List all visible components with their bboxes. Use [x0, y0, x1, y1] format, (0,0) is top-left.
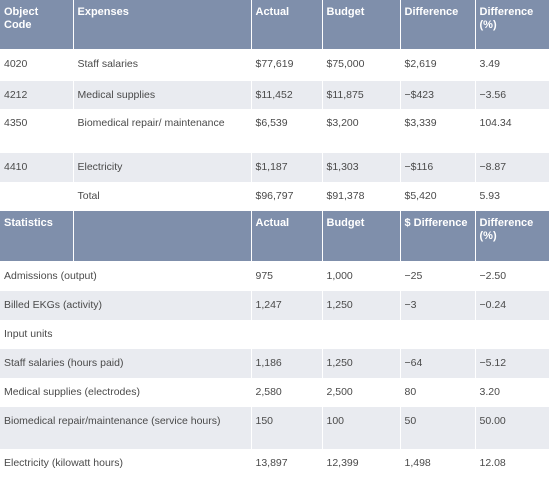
budget-cell: $75,000 [322, 49, 401, 81]
header-budget: Budget [322, 211, 401, 262]
header-dollar-difference: $ Difference [400, 211, 476, 262]
header-object-code: Object Code [0, 0, 74, 50]
statistics-header-row: Statistics Actual Budget $ Difference Di… [0, 211, 549, 262]
statistic-name-cell: Electricity (kilowatt hours) [0, 449, 252, 478]
difference-cell: −$423 [400, 81, 476, 109]
total-row: Total $96,797 $91,378 $5,420 5.93 [0, 182, 549, 211]
statistic-name-cell: Billed EKGs (activity) [0, 291, 252, 320]
table-row: Billed EKGs (activity) 1,247 1,250 −3 −0… [0, 291, 549, 320]
table-row: Staff salaries (hours paid) 1,186 1,250 … [0, 349, 549, 378]
difference-percent-cell: −0.24 [475, 291, 549, 320]
actual-total-cell: $96,797 [251, 182, 323, 211]
actual-cell: 975 [251, 261, 323, 291]
difference-percent-cell: 12.08 [475, 449, 549, 478]
statistic-name-cell: Medical supplies (electrodes) [0, 378, 252, 407]
actual-cell: 2,580 [251, 378, 323, 407]
expense-name-cell: Electricity [73, 153, 252, 182]
difference-percent-cell: −3.56 [475, 81, 549, 109]
statistic-name-cell: Staff salaries (hours paid) [0, 349, 252, 378]
budget-cell: 2,500 [322, 378, 401, 407]
object-code-cell: 4410 [0, 153, 74, 182]
budget-cell: $11,875 [322, 81, 401, 109]
table-row: Admissions (output) 975 1,000 −25 −2.50 [0, 261, 549, 291]
difference-cell: −25 [400, 261, 476, 291]
difference-percent-cell: −2.50 [475, 261, 549, 291]
difference-cell: −$116 [400, 153, 476, 182]
object-code-cell [0, 182, 74, 211]
table-row: 4350 Biomedical repair/ maintenance $6,5… [0, 109, 549, 153]
header-actual: Actual [251, 211, 323, 262]
difference-cell: 50 [400, 407, 476, 449]
difference-cell: −64 [400, 349, 476, 378]
header-expenses: Expenses [73, 0, 252, 50]
budget-cell: 1,000 [322, 261, 401, 291]
table-row: 4212 Medical supplies $11,452 $11,875 −$… [0, 81, 549, 109]
header-statistics: Statistics [0, 211, 74, 262]
actual-cell: $6,539 [251, 109, 323, 153]
difference-percent-cell: 3.20 [475, 378, 549, 407]
difference-percent-total-cell: 5.93 [475, 182, 549, 211]
table-row: 4020 Staff salaries $77,619 $75,000 $2,6… [0, 49, 549, 81]
actual-cell: 13,897 [251, 449, 323, 478]
budget-cell: 1,250 [322, 349, 401, 378]
header-actual: Actual [251, 0, 323, 50]
object-code-cell: 4020 [0, 49, 74, 81]
statistic-name-cell: Biomedical repair/maintenance (service h… [0, 407, 252, 449]
difference-percent-cell: 104.34 [475, 109, 549, 153]
budget-cell: $3,200 [322, 109, 401, 153]
budget-cell: 100 [322, 407, 401, 449]
difference-percent-cell: −5.12 [475, 349, 549, 378]
actual-cell: 150 [251, 407, 323, 449]
actual-cell: 1,247 [251, 291, 323, 320]
difference-cell: $3,339 [400, 109, 476, 153]
difference-percent-cell: −8.87 [475, 153, 549, 182]
budget-variance-table: Object Code Expenses Actual Budget Diffe… [0, 0, 549, 478]
expense-name-cell: Staff salaries [73, 49, 252, 81]
object-code-cell: 4350 [0, 109, 74, 153]
actual-cell: $77,619 [251, 49, 323, 81]
budget-cell: 12,399 [322, 449, 401, 478]
header-difference: Difference [400, 0, 476, 50]
total-label: Total [73, 182, 252, 211]
actual-cell: 1,186 [251, 349, 323, 378]
table-row: Medical supplies (electrodes) 2,580 2,50… [0, 378, 549, 407]
table-row: Biomedical repair/maintenance (service h… [0, 407, 549, 449]
difference-cell: 1,498 [400, 449, 476, 478]
table-row: 4410 Electricity $1,187 $1,303 −$116 −8.… [0, 153, 549, 182]
budget-cell: 1,250 [322, 291, 401, 320]
header-budget: Budget [322, 0, 401, 50]
expense-name-cell: Biomedical repair/ maintenance [73, 109, 252, 153]
table-row: Electricity (kilowatt hours) 13,897 12,3… [0, 449, 549, 478]
budget-total-cell: $91,378 [322, 182, 401, 211]
budget-cell: $1,303 [322, 153, 401, 182]
input-units-label: Input units [0, 320, 549, 349]
section-label-row: Input units [0, 320, 549, 349]
actual-cell: $11,452 [251, 81, 323, 109]
difference-percent-cell: 3.49 [475, 49, 549, 81]
difference-percent-cell: 50.00 [475, 407, 549, 449]
expense-name-cell: Medical supplies [73, 81, 252, 109]
statistic-name-cell: Admissions (output) [0, 261, 252, 291]
header-difference-percent: Difference (%) [475, 211, 549, 262]
expenses-header-row: Object Code Expenses Actual Budget Diffe… [0, 0, 549, 50]
header-blank [73, 211, 252, 262]
object-code-cell: 4212 [0, 81, 74, 109]
header-difference-percent: Difference (%) [475, 0, 549, 50]
difference-cell: −3 [400, 291, 476, 320]
difference-cell: $2,619 [400, 49, 476, 81]
difference-cell: 80 [400, 378, 476, 407]
actual-cell: $1,187 [251, 153, 323, 182]
difference-total-cell: $5,420 [400, 182, 476, 211]
